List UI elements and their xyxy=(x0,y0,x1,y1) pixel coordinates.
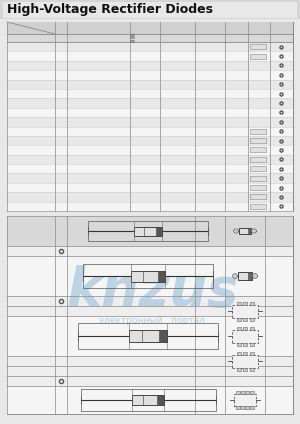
Bar xyxy=(248,272,252,279)
Bar xyxy=(7,70,293,80)
Bar xyxy=(7,34,293,42)
Bar xyxy=(7,183,293,192)
Bar xyxy=(80,389,215,411)
Bar xyxy=(236,343,241,346)
Bar xyxy=(250,44,266,49)
Bar xyxy=(250,204,266,209)
Bar xyxy=(250,301,254,304)
Bar xyxy=(7,306,293,316)
Bar xyxy=(241,391,245,394)
Bar xyxy=(232,354,258,368)
Bar xyxy=(243,351,247,354)
Bar xyxy=(7,216,293,414)
Bar xyxy=(7,61,293,70)
Bar xyxy=(250,148,266,153)
Bar xyxy=(250,326,254,329)
Bar xyxy=(7,173,293,183)
Bar xyxy=(88,221,208,241)
Bar xyxy=(7,296,293,306)
Bar xyxy=(7,164,293,173)
Bar xyxy=(132,395,164,405)
Bar xyxy=(243,343,247,346)
Bar xyxy=(7,201,293,211)
Bar xyxy=(250,368,254,371)
Bar xyxy=(7,98,293,108)
Bar xyxy=(3,2,297,18)
Bar xyxy=(134,226,162,235)
Ellipse shape xyxy=(233,229,238,233)
Bar xyxy=(158,271,165,282)
Bar xyxy=(236,326,241,329)
Bar xyxy=(7,316,293,356)
Bar xyxy=(232,329,258,343)
Bar xyxy=(7,155,293,164)
Bar xyxy=(7,42,293,51)
Bar xyxy=(250,391,254,394)
Bar xyxy=(236,368,241,371)
Bar xyxy=(250,176,266,181)
Bar xyxy=(243,318,247,321)
Bar xyxy=(83,264,213,288)
Text: электронный   портал: электронный портал xyxy=(99,316,205,326)
Bar xyxy=(0,0,300,19)
Bar xyxy=(7,117,293,126)
Bar xyxy=(7,126,293,136)
Bar xyxy=(7,376,293,386)
Bar xyxy=(7,136,293,145)
Text: High-Voltage Rectifier Diodes: High-Voltage Rectifier Diodes xyxy=(7,3,213,16)
Bar xyxy=(7,108,293,117)
Bar xyxy=(7,145,293,155)
Bar xyxy=(159,330,167,342)
Ellipse shape xyxy=(251,229,256,233)
Bar xyxy=(243,368,247,371)
Bar xyxy=(250,166,266,171)
Bar xyxy=(234,394,256,406)
Bar xyxy=(7,89,293,98)
Bar xyxy=(250,157,266,162)
Bar xyxy=(250,195,266,199)
Bar xyxy=(236,301,241,304)
Bar xyxy=(250,185,266,190)
Bar xyxy=(7,216,293,246)
Bar xyxy=(250,53,266,59)
Bar xyxy=(236,406,240,409)
Bar xyxy=(250,129,266,134)
Bar xyxy=(232,304,258,318)
Bar xyxy=(129,330,167,342)
Bar xyxy=(7,256,293,296)
Bar xyxy=(131,271,165,282)
Text: knzus: knzus xyxy=(66,265,238,317)
Bar xyxy=(250,343,254,346)
Bar xyxy=(7,22,293,211)
Bar xyxy=(236,318,241,321)
Bar xyxy=(7,386,293,414)
Bar xyxy=(236,391,240,394)
Bar xyxy=(250,351,254,354)
Bar xyxy=(239,228,251,234)
Bar xyxy=(250,138,266,143)
Bar xyxy=(7,366,293,376)
Bar xyxy=(248,228,251,234)
Bar xyxy=(250,318,254,321)
Bar xyxy=(241,406,245,409)
Bar xyxy=(156,226,162,235)
Bar xyxy=(7,192,293,201)
Bar xyxy=(78,323,218,349)
Bar xyxy=(7,356,293,366)
Ellipse shape xyxy=(253,273,257,279)
Bar xyxy=(243,326,247,329)
Bar xyxy=(250,406,254,409)
Bar xyxy=(238,272,252,279)
Ellipse shape xyxy=(232,273,238,279)
Bar xyxy=(245,391,249,394)
Bar xyxy=(236,351,241,354)
Bar xyxy=(7,246,293,256)
Bar xyxy=(7,80,293,89)
Bar xyxy=(157,395,164,405)
Bar xyxy=(7,51,293,61)
Bar xyxy=(245,406,249,409)
Bar xyxy=(7,22,293,34)
Bar xyxy=(243,301,247,304)
